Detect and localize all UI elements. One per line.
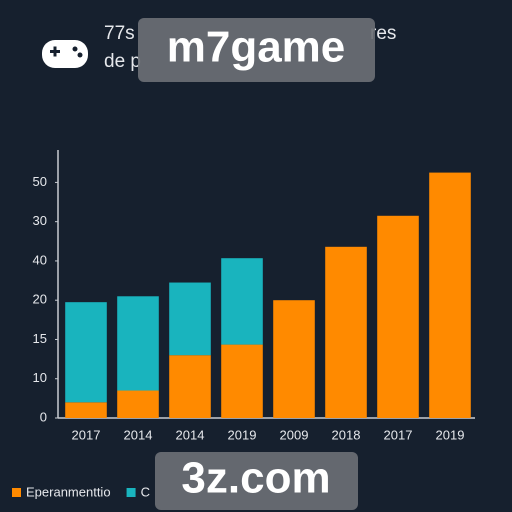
x-tick-label: 2018 [332, 427, 361, 442]
bar-segment [273, 300, 315, 418]
chart-title: 77s [104, 23, 135, 44]
legend-label: Eperanmenttio [26, 484, 111, 499]
watermark-box [155, 452, 358, 510]
y-tick-label: 0 [40, 409, 47, 424]
bar-segment [221, 344, 263, 418]
bar-segment [65, 402, 107, 418]
y-tick-label: 40 [33, 252, 47, 267]
bar-segment [429, 172, 471, 418]
x-tick-label: 2014 [176, 427, 205, 442]
chart-subtitle: de p [104, 51, 141, 72]
x-tick-label: 2017 [384, 427, 413, 442]
watermark: 3z.com [181, 454, 330, 503]
bar-segment [65, 302, 107, 403]
bar-segment [325, 246, 367, 418]
bar-segment [221, 258, 263, 345]
x-tick-label: 2009 [280, 427, 309, 442]
legend-label: C [141, 484, 150, 499]
legend-swatch [12, 488, 21, 497]
y-tick-label: 10 [33, 370, 47, 385]
bar-segment [169, 282, 211, 356]
bar-segment [117, 390, 159, 418]
chart-title: res [370, 23, 396, 44]
y-tick-label: 50 [33, 174, 47, 189]
watermark: m7game [167, 23, 346, 72]
x-tick-label: 2019 [228, 427, 257, 442]
y-tick-label: 15 [33, 331, 47, 346]
gamepad-icon [42, 40, 88, 68]
x-tick-label: 2019 [436, 427, 465, 442]
x-tick-label: 2014 [124, 427, 153, 442]
bar-segment [169, 355, 211, 418]
x-tick-label: 2017 [72, 427, 101, 442]
watermark-box [138, 18, 375, 82]
bar-segment [377, 215, 419, 418]
y-tick-label: 30 [33, 213, 47, 228]
y-tick-label: 20 [33, 292, 47, 307]
bar-segment [117, 296, 159, 391]
legend-swatch [126, 488, 136, 497]
